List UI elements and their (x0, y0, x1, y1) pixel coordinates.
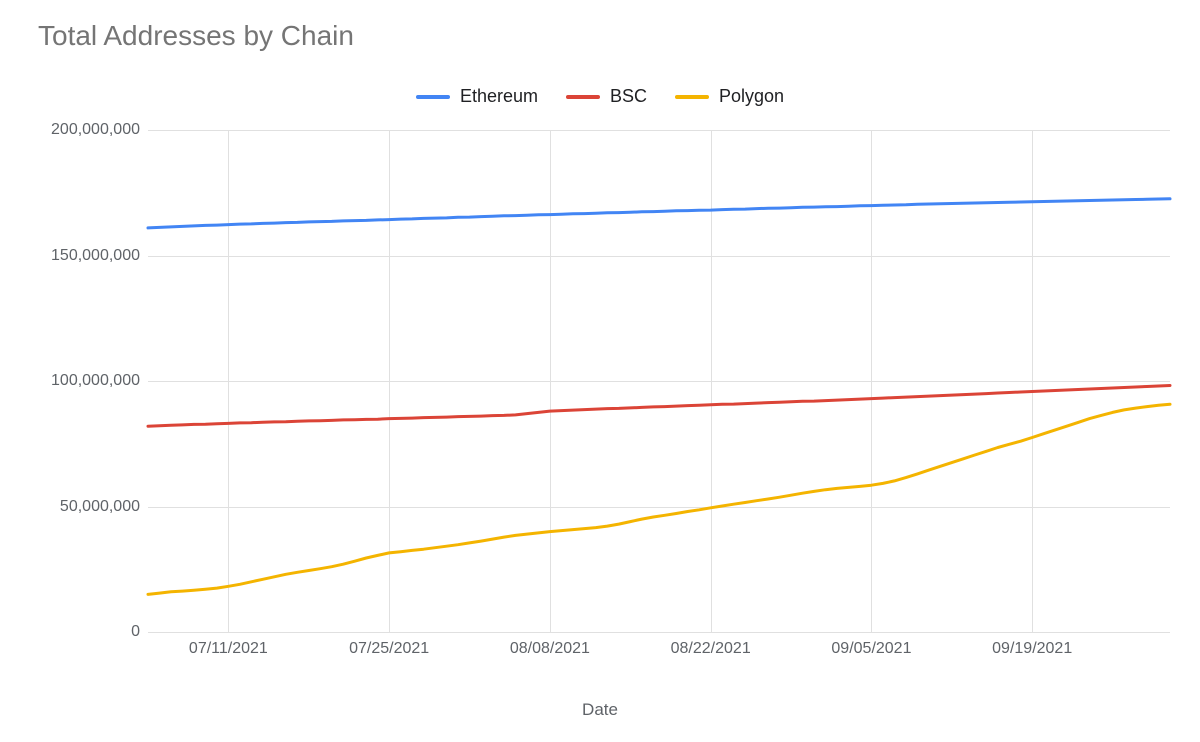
x-tick-label: 08/22/2021 (671, 640, 751, 658)
legend-item-polygon: Polygon (675, 86, 784, 107)
x-tick-label: 07/11/2021 (189, 640, 268, 658)
legend-label: Polygon (719, 86, 784, 107)
legend-item-bsc: BSC (566, 86, 647, 107)
x-axis-label: Date (582, 700, 618, 720)
legend-label: BSC (610, 86, 647, 107)
y-tick-label: 150,000,000 (51, 247, 140, 265)
series-line-bsc (148, 386, 1170, 427)
y-axis: 050,000,000100,000,000150,000,000200,000… (38, 130, 148, 632)
series-line-polygon (148, 404, 1170, 594)
series-line-ethereum (148, 199, 1170, 228)
x-tick-label: 07/25/2021 (349, 640, 429, 658)
legend-item-ethereum: Ethereum (416, 86, 538, 107)
x-tick-label: 08/08/2021 (510, 640, 590, 658)
x-axis: 07/11/2021 07/25/2021 08/08/2021 08/22/2021… (148, 632, 1170, 682)
y-tick-label: 50,000,000 (60, 498, 140, 516)
x-tick-label: 09/05/2021 (831, 640, 911, 658)
legend-swatch (566, 95, 600, 99)
y-tick-label: 0 (131, 623, 140, 641)
x-tick-label: 09/19/2021 (992, 640, 1072, 658)
chart-legend: Ethereum BSC Polygon (0, 86, 1200, 107)
plot-container: 050,000,000100,000,000150,000,000200,000… (38, 130, 1170, 682)
plot-area (148, 130, 1170, 632)
chart-title: Total Addresses by Chain (38, 20, 354, 52)
legend-swatch (416, 95, 450, 99)
y-tick-label: 200,000,000 (51, 121, 140, 139)
y-tick-label: 100,000,000 (51, 372, 140, 390)
chart-lines (148, 130, 1170, 632)
legend-label: Ethereum (460, 86, 538, 107)
legend-swatch (675, 95, 709, 99)
